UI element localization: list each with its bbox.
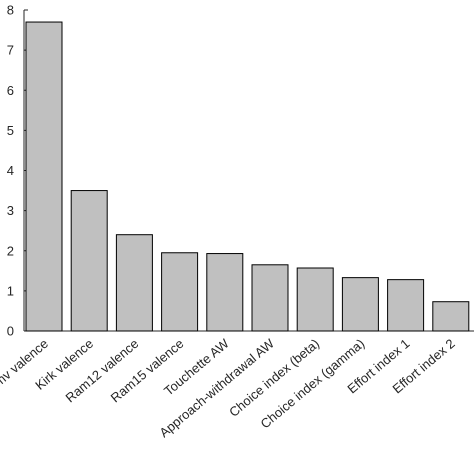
bar bbox=[251, 264, 289, 332]
y-tick-label: 6 bbox=[7, 83, 14, 98]
bar bbox=[206, 253, 244, 332]
y-tick-label: 7 bbox=[7, 43, 14, 58]
bars bbox=[25, 21, 470, 332]
y-tick-label: 1 bbox=[7, 283, 14, 298]
bar bbox=[387, 279, 425, 332]
y-tick-label: 3 bbox=[7, 203, 14, 218]
bar bbox=[70, 190, 108, 332]
y-tick-label: 4 bbox=[7, 163, 14, 178]
bar bbox=[432, 301, 470, 332]
bar bbox=[161, 252, 199, 332]
bar bbox=[296, 267, 334, 332]
bar bbox=[115, 234, 153, 332]
y-axis: 0 1 2 3 4 5 6 7 8 bbox=[7, 3, 28, 339]
y-tick-label: 8 bbox=[7, 3, 14, 18]
bar bbox=[341, 277, 379, 332]
y-tick-label: 0 bbox=[7, 324, 14, 339]
y-tick-label: 5 bbox=[7, 123, 14, 138]
bar bbox=[25, 21, 63, 332]
y-tick-label: 2 bbox=[7, 243, 14, 258]
